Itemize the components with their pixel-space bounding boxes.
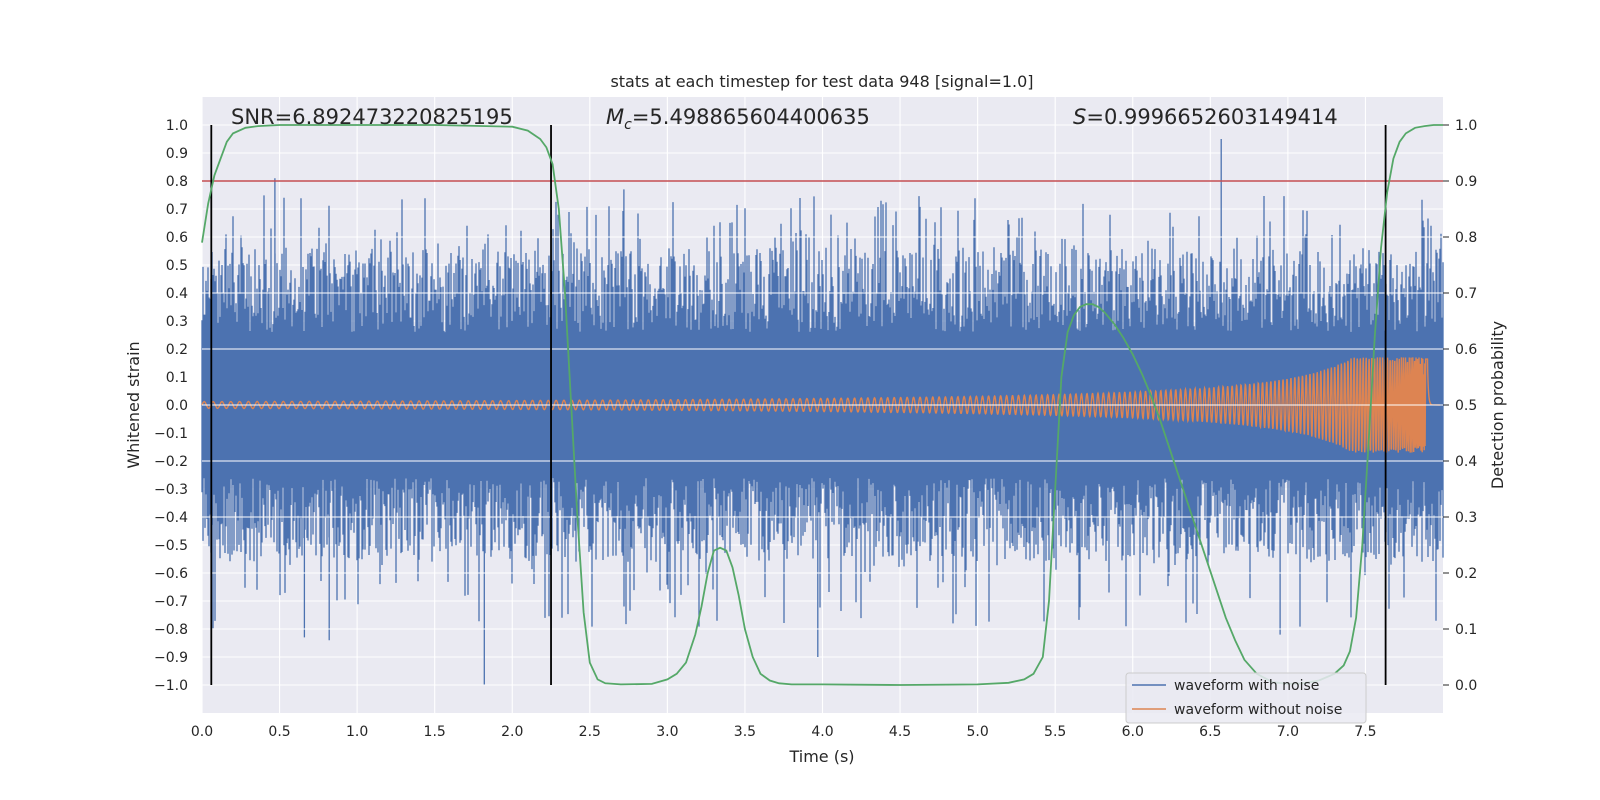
x-tick-label: 0.0 xyxy=(191,724,213,740)
y-tick-label: −0.3 xyxy=(154,482,188,498)
s-symbol: S xyxy=(1073,105,1086,129)
legend-label-clean: waveform without noise xyxy=(1174,702,1342,718)
overlay-lines xyxy=(201,124,1443,686)
chirp-mass-symbol: M xyxy=(606,105,624,129)
chirp-mass-value: =5.498865604400635 xyxy=(632,105,870,129)
y2-tick-label: 0.4 xyxy=(1455,454,1477,470)
x-tick-label: 7.0 xyxy=(1277,724,1299,740)
x-tick-label: 0.5 xyxy=(268,724,290,740)
y-tick-label: 0.7 xyxy=(166,202,188,218)
x-tick-label: 5.5 xyxy=(1044,724,1066,740)
y2-tick-label: 1.0 xyxy=(1455,118,1477,134)
y2-tick-label: 0.3 xyxy=(1455,510,1477,526)
y-tick-label: −0.9 xyxy=(154,650,188,666)
y2-tick-label: 0.8 xyxy=(1455,230,1477,246)
clean-waveform-trace xyxy=(201,357,1440,453)
s-annotation: S=0.9996652603149414 xyxy=(1073,105,1338,129)
y-tick-label: −1.0 xyxy=(154,678,188,694)
x-tick-label: 7.5 xyxy=(1354,724,1376,740)
x-tick-label: 4.5 xyxy=(889,724,911,740)
x-tick-label: 4.0 xyxy=(811,724,833,740)
y-tick-label: 0.0 xyxy=(166,398,188,414)
x-tick-label: 5.0 xyxy=(966,724,988,740)
y-tick-label: 0.9 xyxy=(166,146,188,162)
y-tick-label: −0.7 xyxy=(154,594,188,610)
y-axis-label: Whitened strain xyxy=(124,341,143,468)
data-traces xyxy=(201,139,1444,685)
axis-ticks: 0.0 0.5 1.0 1.5 2.0 2.5 3.0 3.5 4.0 4.5 5.0 5.5 6.0 6… xyxy=(154,118,1477,740)
legend: waveform with noise waveform without noi… xyxy=(1125,672,1367,724)
y-tick-label: 0.6 xyxy=(166,230,188,246)
y-tick-label: −0.8 xyxy=(154,622,188,638)
x-tick-label: 2.0 xyxy=(501,724,523,740)
y2-tick-label: 0.7 xyxy=(1455,286,1477,302)
snr-annotation: SNR=6.892473220825195 xyxy=(231,105,513,129)
legend-label-noise: waveform with noise xyxy=(1174,678,1319,694)
y2-tick-label: 0.5 xyxy=(1455,398,1477,414)
y2-tick-label: 0.6 xyxy=(1455,342,1477,358)
x-tick-label: 3.0 xyxy=(656,724,678,740)
y2-tick-label: 0.0 xyxy=(1455,678,1477,694)
y-tick-label: −0.5 xyxy=(154,538,188,554)
x-tick-label: 1.5 xyxy=(424,724,446,740)
s-value: =0.9996652603149414 xyxy=(1086,105,1337,129)
y2-tick-label: 0.1 xyxy=(1455,622,1477,638)
x-tick-label: 6.5 xyxy=(1199,724,1221,740)
y2-axis-label: Detection probability xyxy=(1488,321,1507,489)
y-tick-label: 0.1 xyxy=(166,370,188,386)
y-tick-label: −0.6 xyxy=(154,566,188,582)
y-tick-label: −0.1 xyxy=(154,426,188,442)
y-tick-label: −0.4 xyxy=(154,510,188,526)
y-tick-label: −0.2 xyxy=(154,454,188,470)
y-tick-label: 0.2 xyxy=(166,342,188,358)
chart-title: stats at each timestep for test data 948… xyxy=(610,72,1033,91)
y-tick-label: 0.3 xyxy=(166,314,188,330)
x-axis-label: Time (s) xyxy=(788,747,854,766)
x-tick-label: 1.0 xyxy=(346,724,368,740)
y-tick-label: 0.5 xyxy=(166,258,188,274)
x-tick-label: 6.0 xyxy=(1122,724,1144,740)
y-tick-label: 0.8 xyxy=(166,174,188,190)
chirp-mass-annotation: Mc=5.498865604400635 xyxy=(606,105,870,133)
chirp-mass-subscript: c xyxy=(624,117,632,133)
legend-box xyxy=(1125,672,1367,724)
y2-tick-label: 0.9 xyxy=(1455,174,1477,190)
x-tick-label: 3.5 xyxy=(734,724,756,740)
y-tick-label: 1.0 xyxy=(166,118,188,134)
y2-tick-label: 0.2 xyxy=(1455,566,1477,582)
y-tick-label: 0.4 xyxy=(166,286,188,302)
x-tick-label: 2.5 xyxy=(579,724,601,740)
